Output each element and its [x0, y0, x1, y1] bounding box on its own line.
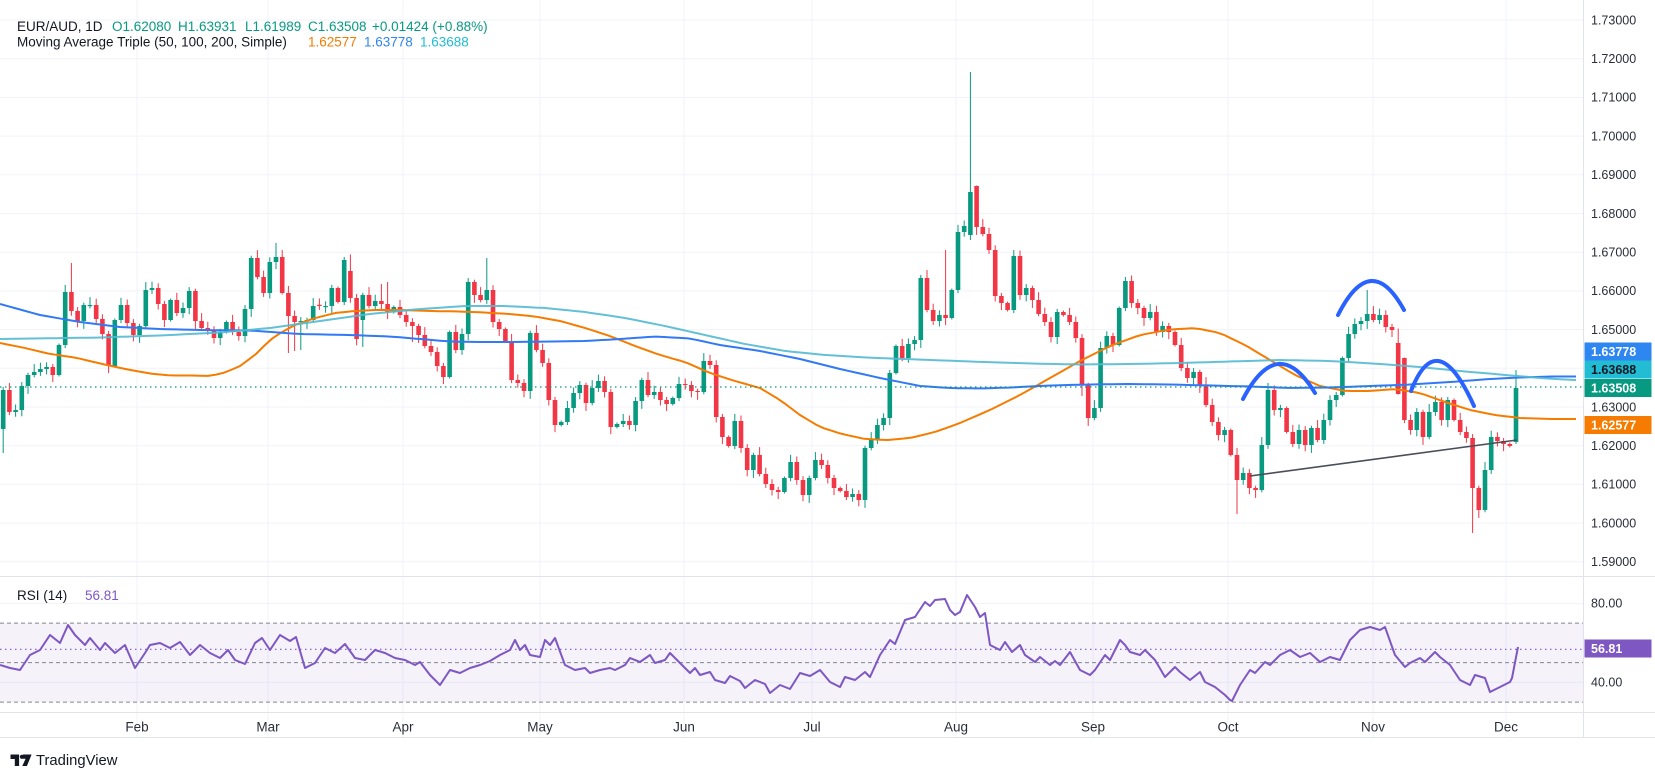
- svg-text:TradingView: TradingView: [36, 753, 118, 769]
- svg-text:1.65000: 1.65000: [1591, 323, 1636, 337]
- svg-text:Sep: Sep: [1081, 720, 1105, 735]
- svg-text:Jul: Jul: [803, 720, 820, 735]
- svg-text:Jun: Jun: [673, 720, 695, 735]
- svg-text:1.66000: 1.66000: [1591, 284, 1636, 298]
- svg-text:1.62577: 1.62577: [308, 35, 357, 50]
- svg-text:+0.01424 (+0.88%): +0.01424 (+0.88%): [372, 19, 488, 34]
- svg-text:L1.61989: L1.61989: [245, 19, 301, 34]
- svg-text:1.62577: 1.62577: [1591, 418, 1636, 432]
- svg-text:1.67000: 1.67000: [1591, 246, 1636, 260]
- svg-text:1.61000: 1.61000: [1591, 478, 1636, 492]
- svg-text:EUR/AUD, 1D: EUR/AUD, 1D: [17, 19, 103, 34]
- svg-text:1.71000: 1.71000: [1591, 91, 1636, 105]
- svg-text:1.70000: 1.70000: [1591, 129, 1636, 143]
- svg-text:Moving Average Triple (50, 100: Moving Average Triple (50, 100, 200, Sim…: [17, 35, 287, 50]
- svg-text:Dec: Dec: [1494, 720, 1518, 735]
- svg-text:O1.62080: O1.62080: [112, 19, 171, 34]
- svg-text:1.63508: 1.63508: [1591, 381, 1636, 395]
- svg-text:1.63778: 1.63778: [1591, 345, 1636, 359]
- svg-text:40.00: 40.00: [1591, 676, 1622, 690]
- svg-text:1.73000: 1.73000: [1591, 13, 1636, 27]
- svg-text:1.60000: 1.60000: [1591, 516, 1636, 530]
- svg-text:1.63000: 1.63000: [1591, 400, 1636, 414]
- svg-text:1.63778: 1.63778: [364, 35, 413, 50]
- svg-text:Feb: Feb: [125, 720, 148, 735]
- svg-text:1.68000: 1.68000: [1591, 207, 1636, 221]
- svg-text:56.81: 56.81: [85, 588, 119, 603]
- svg-text:H1.63931: H1.63931: [178, 19, 237, 34]
- svg-text:Oct: Oct: [1217, 720, 1238, 735]
- svg-text:1.62000: 1.62000: [1591, 439, 1636, 453]
- svg-text:Nov: Nov: [1361, 720, 1385, 735]
- svg-text:May: May: [527, 720, 553, 735]
- svg-text:C1.63508: C1.63508: [308, 19, 367, 34]
- svg-text:RSI (14): RSI (14): [17, 588, 67, 603]
- svg-text:Mar: Mar: [256, 720, 280, 735]
- svg-text:Apr: Apr: [392, 720, 414, 735]
- svg-text:1.72000: 1.72000: [1591, 52, 1636, 66]
- svg-text:Aug: Aug: [944, 720, 968, 735]
- svg-text:80.00: 80.00: [1591, 597, 1622, 611]
- svg-text:1.63688: 1.63688: [1591, 363, 1636, 377]
- svg-text:1.69000: 1.69000: [1591, 168, 1636, 182]
- svg-text:1.59000: 1.59000: [1591, 555, 1636, 569]
- svg-text:1.63688: 1.63688: [420, 35, 469, 50]
- svg-text:56.81: 56.81: [1591, 642, 1622, 656]
